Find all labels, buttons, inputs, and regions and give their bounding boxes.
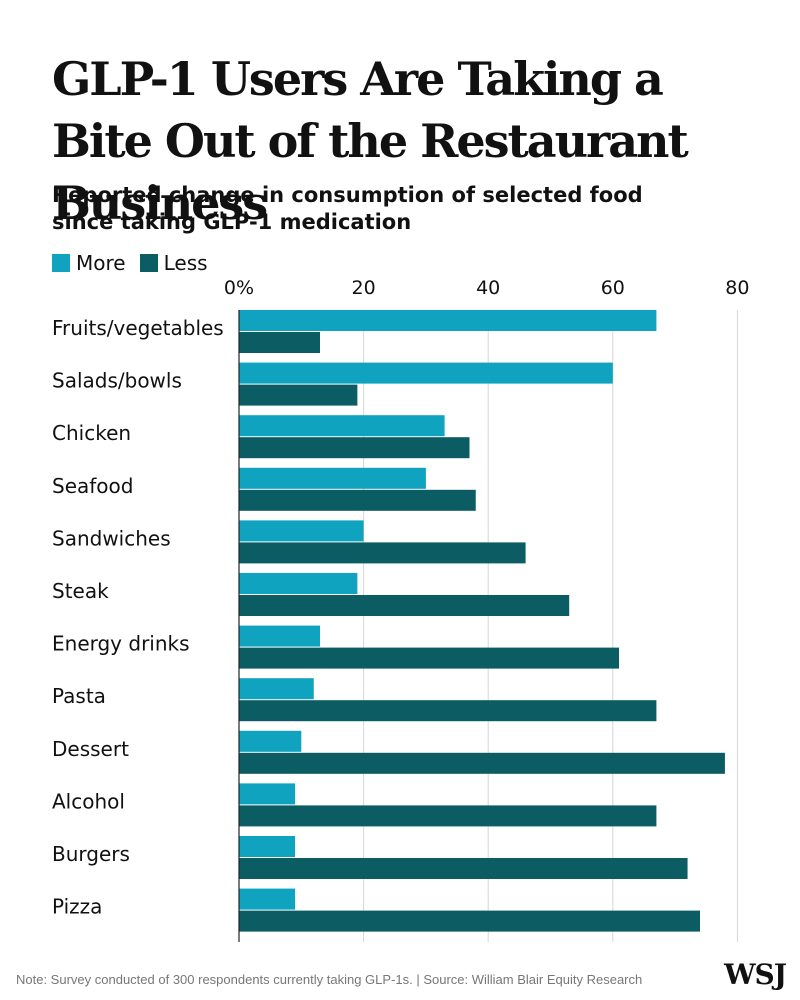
x-tick-label: 60 bbox=[601, 277, 625, 299]
legend-item-less: Less bbox=[139, 251, 208, 275]
x-tick-label: 40 bbox=[476, 277, 500, 299]
bar-more bbox=[239, 362, 613, 384]
category-label: Pasta bbox=[52, 684, 106, 708]
bar-less bbox=[239, 752, 725, 774]
bar-less bbox=[239, 858, 688, 879]
legend-label-less: Less bbox=[163, 251, 208, 275]
bar-less bbox=[239, 542, 526, 564]
legend-label-more: More bbox=[76, 251, 126, 275]
wsj-logo: WSJ bbox=[724, 958, 787, 991]
bar-less bbox=[239, 595, 570, 616]
category-label: Steak bbox=[52, 579, 109, 603]
bar-more bbox=[239, 730, 302, 752]
x-tick-label: 20 bbox=[352, 277, 376, 299]
chart-title: GLP-1 Users Are Taking a Bite Out of the… bbox=[52, 52, 689, 230]
bar-less bbox=[239, 384, 358, 406]
bar-less bbox=[239, 700, 657, 722]
category-label: Energy drinks bbox=[52, 632, 190, 656]
category-label: Fruits/vegetables bbox=[52, 316, 224, 340]
bar-more bbox=[239, 625, 320, 647]
legend-swatch-more bbox=[52, 254, 70, 272]
bar-more bbox=[239, 520, 364, 542]
bar-more bbox=[239, 310, 657, 331]
legend-swatch-less bbox=[139, 254, 158, 272]
bar-more bbox=[239, 415, 445, 437]
bar-less bbox=[239, 332, 320, 353]
bar-more bbox=[239, 678, 314, 700]
x-tick-label: 80 bbox=[725, 277, 749, 299]
bar-less bbox=[239, 489, 476, 511]
x-tick-label: 0% bbox=[224, 277, 254, 299]
chart-subtitle: Reported change in consumption of select… bbox=[52, 183, 643, 234]
bar-chart: 0% 20 40 60 80 Fruits/vegetables Salads/bowls C… bbox=[52, 277, 749, 942]
bar-more bbox=[239, 573, 358, 594]
category-label: Dessert bbox=[52, 737, 129, 761]
bar-less bbox=[239, 647, 620, 669]
category-label: Chicken bbox=[52, 421, 131, 445]
category-label: Alcohol bbox=[52, 789, 125, 813]
bar-more bbox=[239, 783, 296, 805]
bar-less bbox=[239, 805, 657, 827]
category-label: Seafood bbox=[52, 474, 133, 498]
source-note: Note: Survey conducted of 300 respondent… bbox=[16, 972, 643, 987]
bar-less bbox=[239, 910, 701, 932]
bar-more bbox=[239, 836, 296, 857]
category-label: Burgers bbox=[52, 842, 130, 866]
category-label: Salads/bowls bbox=[52, 369, 182, 393]
legend: More Less bbox=[52, 250, 222, 276]
bar-less bbox=[239, 437, 470, 459]
category-label: Sandwiches bbox=[52, 526, 171, 550]
bar-more bbox=[239, 467, 426, 489]
bar-more bbox=[239, 888, 296, 910]
category-label: Pizza bbox=[52, 895, 102, 919]
legend-item-more: More bbox=[52, 251, 126, 275]
